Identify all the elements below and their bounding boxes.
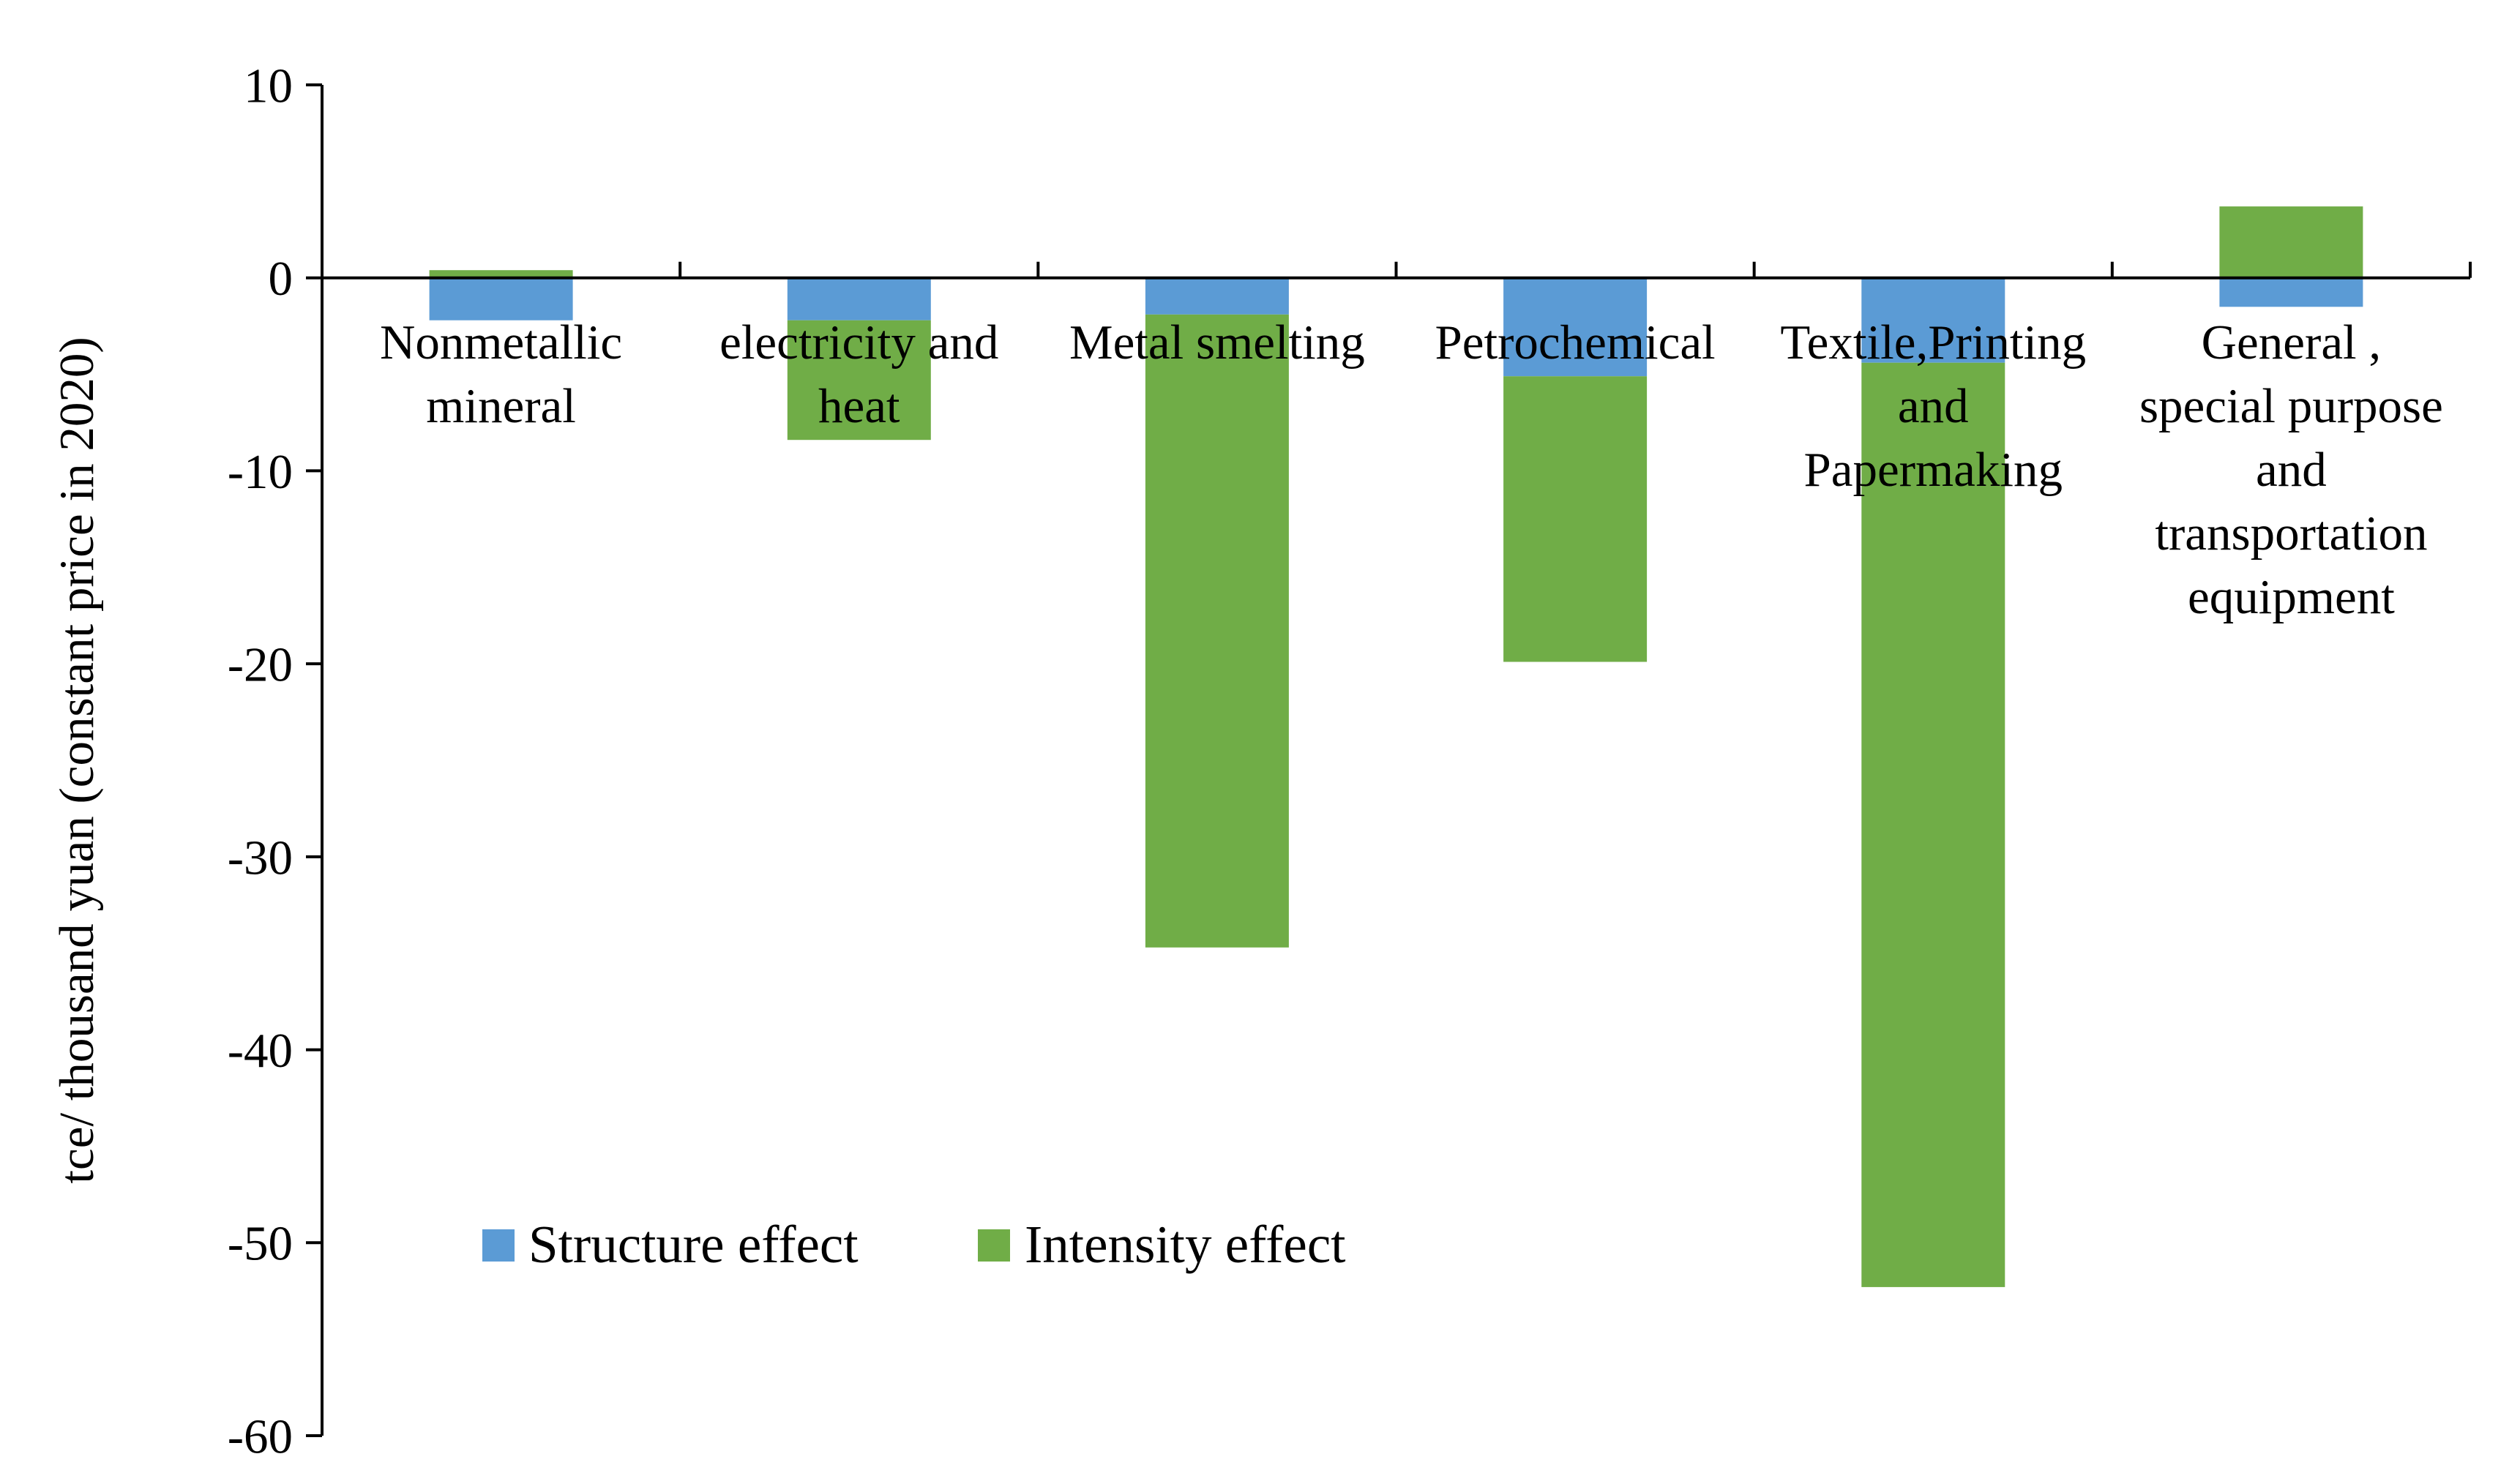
y-tick-label: -60: [228, 1409, 293, 1463]
x-tick-label-3: Metal smelting: [1069, 315, 1365, 370]
x-tick-label-5: Textile,Printing and Papermaking: [1780, 315, 2086, 497]
x-tick-label-1: Nonmetallic mineral: [380, 315, 622, 433]
bar-intensity-effect-1: [429, 270, 573, 278]
y-tick-label: -20: [228, 638, 293, 692]
bars-layer: [429, 206, 2363, 1287]
bar-intensity-effect-2: [787, 320, 931, 441]
bar-structure-effect-3: [1145, 277, 1289, 315]
bar-intensity-effect-4: [1503, 376, 1648, 662]
legend-label-intensity-effect: Intensity effect: [1025, 1215, 1346, 1274]
y-tick-label: -10: [228, 445, 293, 499]
x-tick-label-2: electricity and heat: [719, 315, 998, 433]
x-tick-label-6: General , special purpose and transportatio…: [2139, 315, 2443, 624]
axes-layer: 10 0 -10 -20 -30 -40 -50 -60: [228, 59, 2472, 1463]
bar-structure-effect-6: [2219, 277, 2363, 307]
y-tick-label: -30: [228, 831, 293, 885]
legend-swatch-intensity-effect: [978, 1229, 1010, 1262]
bar-structure-effect-5: [1861, 277, 2005, 363]
bar-structure-effect-1: [429, 277, 573, 321]
y-tick-label: 10: [244, 59, 293, 113]
labels-layer: Nonmetallic mineral electricity and heat Met…: [50, 315, 2443, 1184]
legend-layer: Structure effect Intensity effect: [482, 1215, 1346, 1274]
bar-intensity-effect-5: [1861, 362, 2005, 1287]
bar-structure-effect-4: [1503, 277, 1648, 377]
bar-structure-effect-2: [787, 277, 931, 321]
bar-intensity-effect-6: [2219, 206, 2363, 278]
legend-label-structure-effect: Structure effect: [528, 1215, 859, 1274]
y-tick-label: 0: [269, 252, 293, 306]
legend-swatch-structure-effect: [482, 1229, 515, 1262]
x-tick-label-4: Petrochemical: [1435, 315, 1715, 370]
y-axis-label: tce/ thousand yuan (constant price in 20…: [50, 337, 104, 1183]
y-tick-label: -40: [228, 1024, 293, 1078]
y-tick-label: -50: [228, 1217, 293, 1271]
bar-intensity-effect-3: [1145, 314, 1289, 948]
